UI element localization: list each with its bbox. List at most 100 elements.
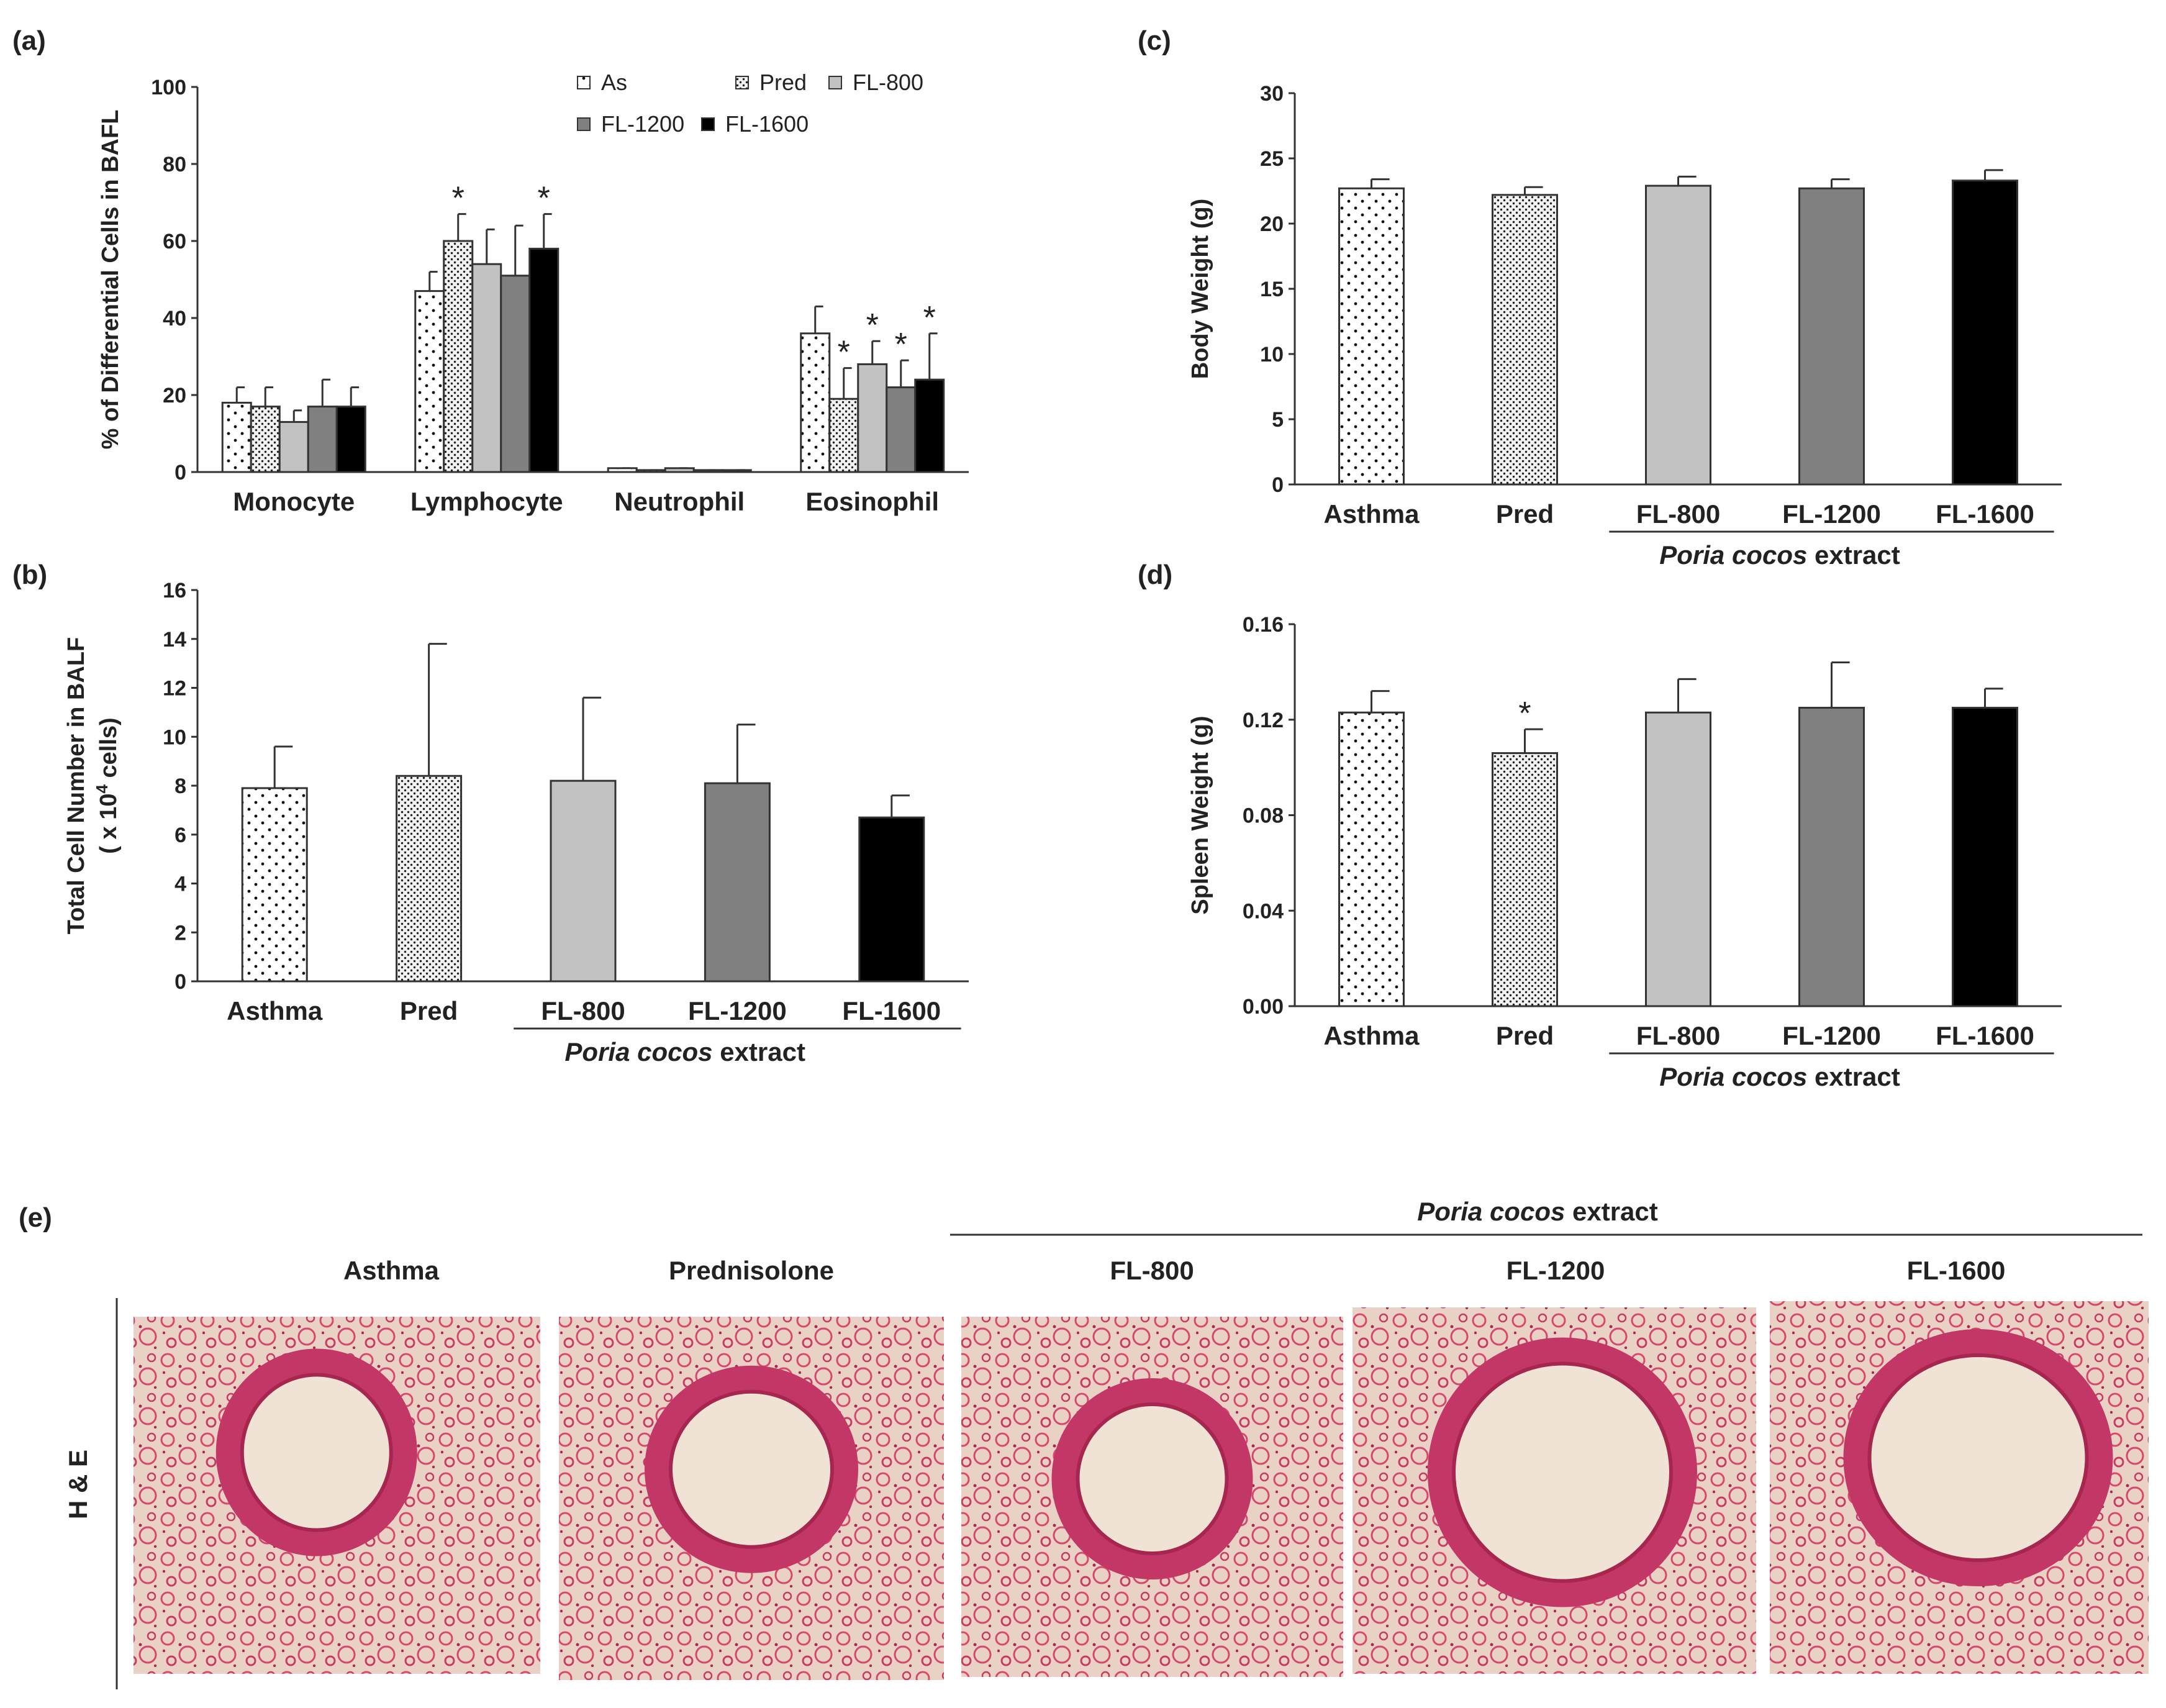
x-category-label: FL-1200 <box>1782 499 1881 529</box>
significance-marker: * <box>452 181 464 217</box>
bar <box>721 469 752 473</box>
significance-marker: * <box>895 327 907 363</box>
y-tick-label: 0.12 <box>1243 709 1284 732</box>
y-tick-label: 10 <box>163 725 186 749</box>
y-axis-subtitle: ( x 104 cells) <box>93 717 122 853</box>
bar <box>800 332 831 473</box>
micrograph <box>134 1317 540 1674</box>
bar <box>635 469 666 473</box>
bar <box>1338 711 1405 1007</box>
y-tick-label: 25 <box>1260 147 1284 171</box>
legend-swatch <box>577 117 591 131</box>
x-category-label: Asthma <box>1323 1021 1420 1050</box>
bar <box>1645 184 1711 486</box>
significance-marker: * <box>866 307 879 343</box>
micrograph-label: FL-1600 <box>1907 1256 2006 1285</box>
y-tick-label: 10 <box>1260 343 1284 366</box>
group-label: Poria cocos extract <box>564 1037 805 1066</box>
y-tick-label: 16 <box>163 579 186 602</box>
legend-label: FL-800 <box>853 70 923 95</box>
x-category-label: Neutrophil <box>614 487 745 516</box>
y-tick-label: 80 <box>163 153 186 176</box>
x-category-label: Pred <box>1496 499 1554 529</box>
y-axis-title: Body Weight (g) <box>1187 199 1213 379</box>
micrograph <box>1770 1301 2149 1674</box>
legend-label: As <box>601 70 627 95</box>
bar <box>858 816 925 983</box>
bar <box>335 406 366 473</box>
bar <box>1492 752 1558 1007</box>
bar <box>607 467 638 473</box>
y-tick-label: 0.16 <box>1243 613 1284 637</box>
micrograph-label: Prednisolone <box>669 1256 834 1285</box>
y-axis-title: Spleen Weight (g) <box>1187 715 1213 914</box>
bar <box>1798 187 1865 486</box>
y-tick-label: 0.04 <box>1243 899 1284 923</box>
chart-b-total-cell-number: 0 2 4 6 8 10 12 14 16 Total Cell Number in BALF As… <box>63 579 969 1066</box>
x-category-label: FL-800 <box>1636 499 1720 529</box>
chart-d-spleen-weight: 0.00 0.04 0.08 0.12 0.16 Spleen Weight (g) Ast… <box>1187 613 2062 1091</box>
panel-label-a: (a) <box>12 25 46 56</box>
y-tick-label: 0.08 <box>1243 804 1284 828</box>
legend-swatch <box>828 76 842 89</box>
bar <box>1798 707 1865 1007</box>
x-category-label: Asthma <box>227 996 323 1025</box>
micrograph-label: FL-800 <box>1110 1256 1194 1285</box>
bar <box>471 263 502 473</box>
x-category-label: Monocyte <box>233 487 355 516</box>
y-tick-label: 6 <box>174 824 186 847</box>
y-axis-title: Total Cell Number in BALF <box>63 637 89 935</box>
micrograph <box>559 1317 944 1680</box>
panel-label-e: (e) <box>19 1202 52 1233</box>
y-tick-label: 40 <box>163 307 186 330</box>
bar <box>1492 194 1558 486</box>
x-category-label: Lymphocyte <box>410 487 563 516</box>
airway-lumen <box>240 1373 393 1532</box>
panel-e-histology: Poria cocos extract H & E Asthma Predniso… <box>63 1197 2149 1689</box>
legend-label: FL-1600 <box>725 111 809 137</box>
bar <box>1338 187 1405 486</box>
y-tick-label: 0 <box>174 461 186 484</box>
bar <box>886 386 917 473</box>
panel-label-b: (b) <box>12 560 47 590</box>
legend-swatch <box>577 76 591 89</box>
bar <box>221 401 252 473</box>
micrograph-label: FL-1200 <box>1507 1256 1605 1285</box>
y-tick-label: 14 <box>163 628 186 652</box>
y-tick-label: 8 <box>174 775 186 798</box>
bar <box>692 469 723 473</box>
bar <box>1952 707 2018 1007</box>
airway-lumen <box>1867 1353 2089 1562</box>
x-category-label: Pred <box>1496 1021 1554 1050</box>
airway-lumen <box>1452 1361 1673 1583</box>
y-tick-label: 0.00 <box>1243 995 1284 1019</box>
bar <box>414 290 445 473</box>
chart-a-differential-cells: 0 20 40 60 80 100 % of Differential Cells in B… <box>97 70 969 516</box>
panel-e-group-label: Poria cocos extract <box>1417 1197 1658 1226</box>
y-tick-label: 15 <box>1260 278 1284 301</box>
x-category-label: FL-1200 <box>688 996 787 1025</box>
x-category-label: Asthma <box>1323 499 1420 529</box>
y-tick-label: 30 <box>1260 82 1284 106</box>
x-category-label: Pred <box>400 996 458 1025</box>
legend-swatch <box>735 76 749 89</box>
bar <box>443 240 474 473</box>
group-label: Poria cocos extract <box>1659 540 1900 570</box>
x-category-label: FL-1600 <box>1936 499 2034 529</box>
y-tick-label: 20 <box>163 384 186 407</box>
group-label: Poria cocos extract <box>1659 1062 1900 1091</box>
significance-marker: * <box>838 335 850 371</box>
airway-lumen <box>669 1389 834 1549</box>
legend-label: Pred <box>759 70 807 95</box>
bar <box>550 779 617 983</box>
bar <box>704 782 771 983</box>
panel-label-d: (d) <box>1138 560 1172 590</box>
bar <box>828 397 859 473</box>
x-category-label: FL-1200 <box>1782 1021 1881 1050</box>
x-category-label: FL-1600 <box>842 996 941 1025</box>
y-tick-label: 0 <box>1272 473 1284 497</box>
y-tick-label: 20 <box>1260 212 1284 236</box>
x-category-label: Eosinophil <box>805 487 939 516</box>
micrograph-label: Asthma <box>343 1256 440 1285</box>
